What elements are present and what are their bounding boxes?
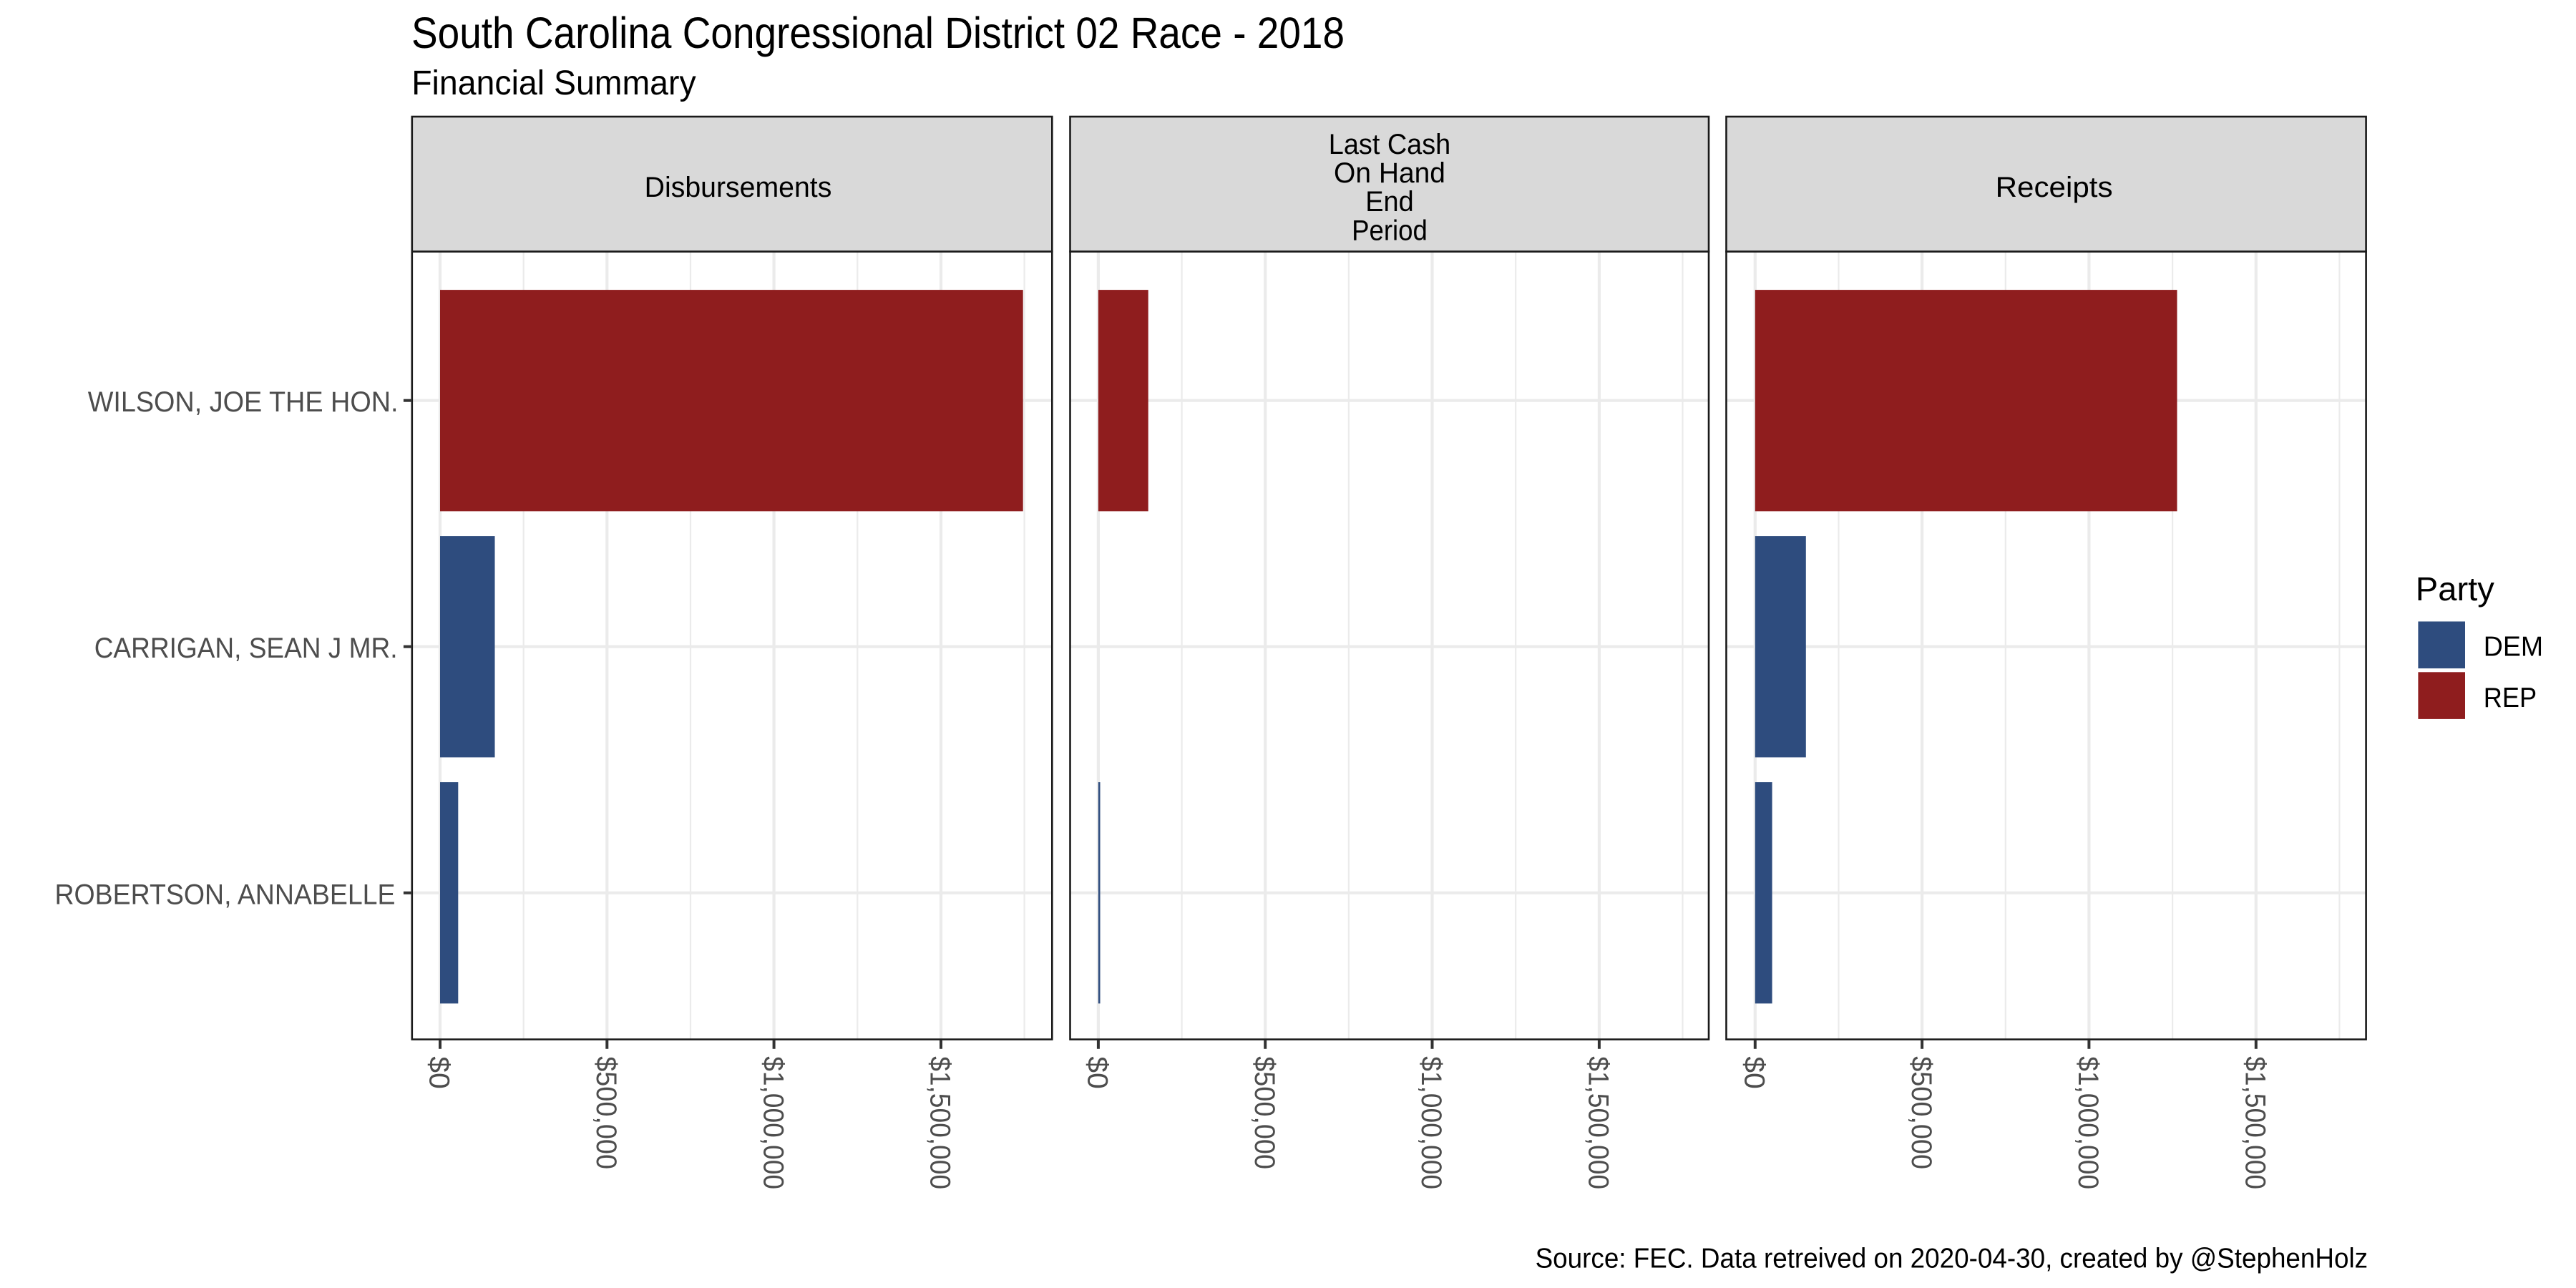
svg-text:$1,500,000: $1,500,000 (1583, 1056, 1614, 1189)
svg-text:$500,000: $500,000 (1249, 1056, 1280, 1169)
svg-text:REP: REP (2484, 683, 2537, 713)
svg-text:WILSON, JOE THE HON.: WILSON, JOE THE HON. (88, 386, 399, 418)
svg-text:ROBERTSON, ANNABELLE: ROBERTSON, ANNABELLE (55, 879, 396, 910)
svg-text:On Hand: On Hand (1334, 157, 1445, 189)
svg-text:Last Cash: Last Cash (1329, 129, 1450, 160)
svg-text:DEM: DEM (2484, 631, 2543, 662)
svg-text:Party: Party (2416, 570, 2495, 608)
svg-text:$1,000,000: $1,000,000 (2072, 1056, 2104, 1189)
svg-text:End: End (1365, 186, 1414, 218)
svg-text:Source: FEC. Data retreived on: Source: FEC. Data retreived on 2020-04-3… (1536, 1244, 2368, 1274)
svg-text:$0: $0 (1082, 1056, 1113, 1089)
svg-text:South Carolina Congressional D: South Carolina Congressional District 02… (411, 9, 1345, 57)
svg-text:Disbursements: Disbursements (645, 172, 832, 203)
svg-text:$0: $0 (424, 1056, 455, 1089)
svg-text:Period: Period (1352, 215, 1428, 246)
svg-text:$0: $0 (1739, 1056, 1770, 1089)
svg-text:$1,500,000: $1,500,000 (924, 1056, 956, 1189)
svg-text:$1,500,000: $1,500,000 (2240, 1056, 2271, 1189)
svg-text:$1,000,000: $1,000,000 (1415, 1056, 1447, 1189)
svg-text:$500,000: $500,000 (1906, 1056, 1937, 1169)
svg-text:Financial Summary: Financial Summary (411, 64, 696, 102)
svg-text:$500,000: $500,000 (590, 1056, 622, 1169)
svg-text:CARRIGAN, SEAN J MR.: CARRIGAN, SEAN J MR. (94, 633, 398, 664)
svg-text:Receipts: Receipts (1996, 172, 2113, 203)
svg-text:$1,000,000: $1,000,000 (757, 1056, 789, 1189)
